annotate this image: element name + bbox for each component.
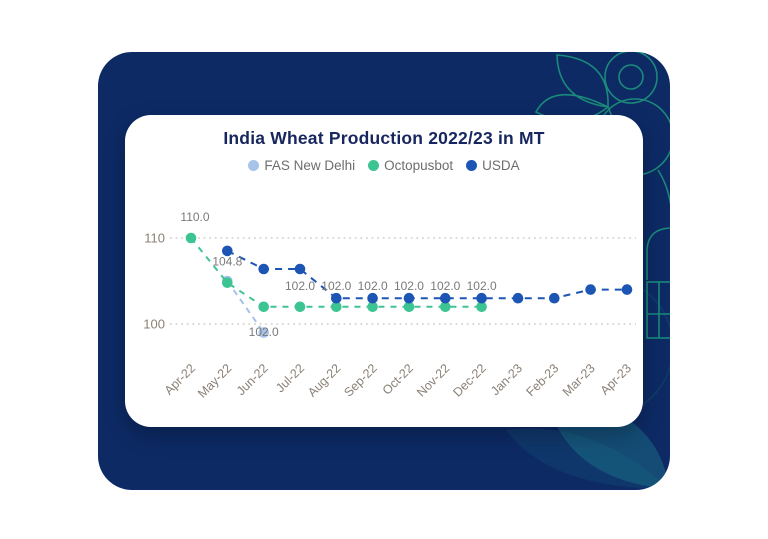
brand-panel: 110 100 Apr-22 May-22 Jun-22 Jul-22 Aug-22 Sep-…: [98, 52, 670, 490]
ring-outer-circle-icon: [604, 52, 658, 104]
x-axis-tick-label: Nov-22: [414, 361, 452, 399]
x-axis-tick-label: Mar-23: [560, 361, 598, 399]
x-axis-tick-label: Sep-22: [341, 361, 379, 399]
data-point-usda[interactable]: [258, 263, 269, 275]
data-point-usda[interactable]: [294, 263, 306, 275]
chart-card: 110 100 Apr-22 May-22 Jun-22 Jul-22 Aug-22 Sep-…: [125, 115, 643, 427]
x-axis-tick-label: May-22: [195, 361, 234, 400]
x-axis-tick-label: Jun-22: [234, 361, 271, 398]
data-point-octopusbot[interactable]: [258, 301, 269, 313]
x-axis-tick-label: Aug-22: [305, 361, 343, 399]
point-value-label: 102.0: [285, 279, 315, 293]
data-point-octopusbot[interactable]: [440, 301, 451, 313]
grid-rectangle: [646, 281, 670, 339]
x-axis-tick-label: Apr-23: [598, 361, 634, 397]
data-point-usda[interactable]: [367, 292, 378, 304]
legend-item-octopusbot[interactable]: Octopusbot: [368, 158, 453, 173]
data-point-usda[interactable]: [222, 245, 233, 257]
legend-dot-icon: [466, 160, 478, 171]
data-point-usda[interactable]: [512, 292, 524, 304]
data-point-octopusbot[interactable]: [294, 301, 306, 313]
data-point-fas-new-delhi[interactable]: [258, 327, 269, 338]
data-point-usda[interactable]: [549, 292, 560, 304]
data-point-usda[interactable]: [476, 292, 487, 304]
stem-curve: [657, 169, 670, 206]
x-axis-tick-label: Jul-22: [273, 361, 307, 395]
ring-inner-circle-icon: [618, 64, 644, 90]
data-point-octopusbot[interactable]: [331, 301, 342, 313]
leaf-tip-accent: [664, 483, 670, 489]
data-point-usda[interactable]: [403, 292, 415, 304]
data-point-octopusbot[interactable]: [476, 301, 487, 313]
data-point-octopusbot[interactable]: [185, 232, 197, 244]
data-point-usda[interactable]: [331, 292, 342, 304]
legend-item-fas-new-delhi[interactable]: FAS New Delhi: [248, 158, 355, 173]
arch-outline: [646, 227, 670, 280]
legend-label: FAS New Delhi: [264, 158, 356, 173]
data-point-octopusbot[interactable]: [222, 277, 233, 288]
point-value-label: 102.0: [249, 325, 279, 339]
y-axis-tick-label: 100: [143, 317, 165, 332]
x-axis-tick-label: Feb-23: [524, 361, 562, 399]
x-axis-tick-label: Dec-22: [450, 361, 488, 399]
data-point-usda[interactable]: [440, 292, 451, 304]
grid-lines: [647, 282, 670, 338]
legend-label: USDA: [482, 158, 520, 173]
x-axis-tick-label: Jan-23: [488, 361, 525, 398]
point-value-label: 102.0: [430, 279, 460, 293]
point-value-label: 102.0: [321, 279, 351, 293]
point-value-label: 104.8: [212, 255, 242, 269]
x-axis-tick-label: Apr-22: [162, 361, 198, 397]
x-axis-tick-label: Oct-22: [380, 361, 416, 397]
legend-dot-icon: [368, 160, 380, 171]
point-value-label: 102.0: [467, 279, 497, 293]
data-point-octopusbot[interactable]: [403, 301, 415, 313]
data-point-octopusbot[interactable]: [367, 301, 378, 313]
point-value-label: 102.0: [358, 279, 388, 293]
chart-title: India Wheat Production 2022/23 in MT: [223, 128, 545, 148]
point-value-label: 102.0: [394, 279, 424, 293]
point-value-label: 110.0: [180, 210, 209, 224]
leaf-fill-back: [506, 428, 669, 489]
series-line-usda: [226, 250, 627, 300]
chart-legend: FAS New Delhi Octopusbot USDA: [125, 158, 643, 173]
legend-label: Octopusbot: [384, 158, 454, 173]
legend-item-usda[interactable]: USDA: [466, 158, 520, 173]
leaf-icon: [556, 54, 609, 108]
legend-dot-icon: [248, 160, 260, 171]
data-point-usda[interactable]: [621, 284, 633, 295]
data-point-usda[interactable]: [585, 284, 596, 295]
y-axis-tick-label: 110: [144, 231, 165, 246]
